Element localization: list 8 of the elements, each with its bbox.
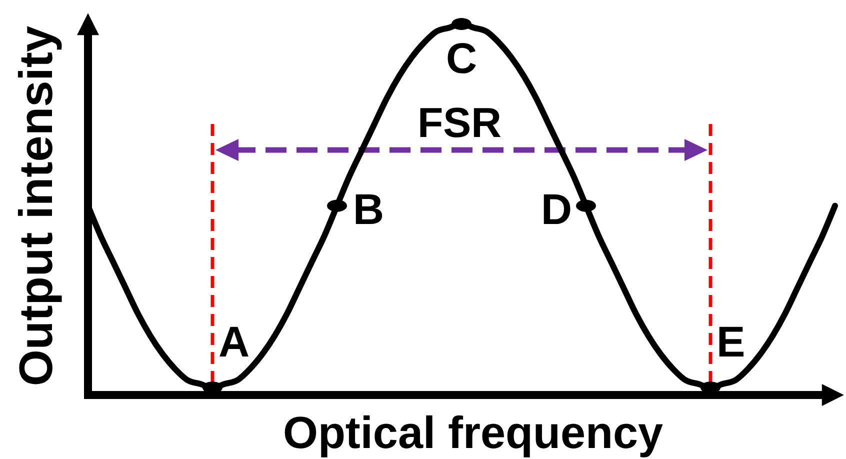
series-label: B bbox=[353, 186, 384, 234]
y-axis-title: Output intensity bbox=[9, 26, 62, 386]
series-label: E bbox=[716, 318, 746, 367]
x-axis-title: Optical frequency bbox=[282, 407, 664, 458]
series-label: C bbox=[446, 35, 478, 83]
annotation: FSR bbox=[418, 99, 502, 146]
series-label: A bbox=[218, 318, 250, 367]
series-label: D bbox=[540, 186, 572, 234]
